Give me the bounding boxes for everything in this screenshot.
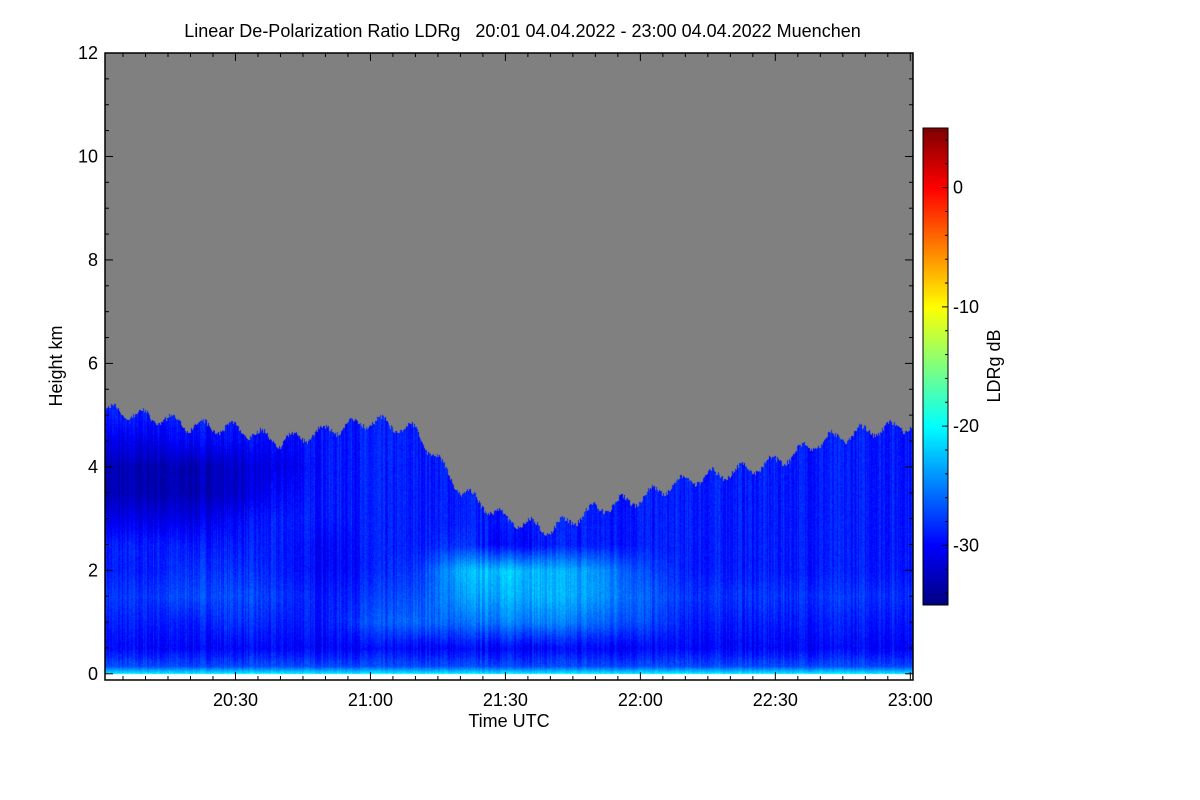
colorbar-frame bbox=[922, 127, 949, 606]
colorbar-tick-label: -20 bbox=[953, 416, 979, 436]
y-tick-label: 0 bbox=[88, 664, 98, 684]
y-axis-label: Height km bbox=[46, 325, 66, 406]
x-axis-label: Time UTC bbox=[468, 711, 549, 731]
colorbar-tick-label: -10 bbox=[953, 297, 979, 317]
colorbar bbox=[923, 128, 948, 605]
x-tick-label: 22:30 bbox=[753, 690, 798, 710]
x-tick-label: 22:00 bbox=[618, 690, 663, 710]
x-tick-label: 23:00 bbox=[888, 690, 933, 710]
chart-title: Linear De-Polarization Ratio LDRg 20:01 … bbox=[184, 21, 861, 41]
x-tick-label: 21:30 bbox=[483, 690, 528, 710]
colorbar-tick-label: 0 bbox=[953, 178, 963, 198]
y-tick-label: 6 bbox=[88, 353, 98, 373]
colorbar-tick-label: -30 bbox=[953, 535, 979, 555]
y-tick-label: 12 bbox=[78, 43, 98, 63]
y-tick-label: 2 bbox=[88, 560, 98, 580]
colorbar-label: LDRg dB bbox=[984, 329, 1004, 402]
plot-frame bbox=[104, 52, 914, 681]
x-tick-label: 21:00 bbox=[348, 690, 393, 710]
x-tick-label: 20:30 bbox=[213, 690, 258, 710]
y-tick-label: 10 bbox=[78, 146, 98, 166]
y-tick-label: 4 bbox=[88, 457, 98, 477]
ldr-heatmap bbox=[105, 53, 913, 680]
y-tick-label: 8 bbox=[88, 250, 98, 270]
